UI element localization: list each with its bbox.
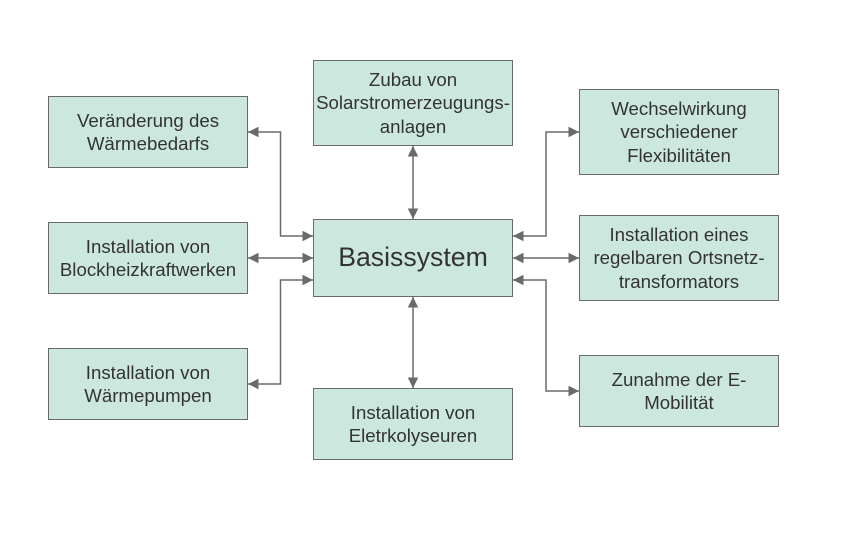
node-center: Basissystem — [313, 219, 513, 297]
node-left-1: Veränderung des Wärmebedarfs — [48, 96, 248, 168]
node-left-3: Installation von Wärmepumpen — [48, 348, 248, 420]
node-right-3: Zunahme der E-Mobilität — [579, 355, 779, 427]
node-right-2: Installation eines regelbaren Ortsnetz-t… — [579, 215, 779, 301]
node-left-2: Installation von Blockheizkraftwerken — [48, 222, 248, 294]
diagram-canvas: Basissystem Zubau von Solarstromerzeugun… — [0, 0, 846, 543]
node-bottom: Installation von Eletrkolyseuren — [313, 388, 513, 460]
node-right-1: Wechselwirkung verschiedener Flexibilitä… — [579, 89, 779, 175]
node-top: Zubau von Solarstromerzeugungs-anlagen — [313, 60, 513, 146]
